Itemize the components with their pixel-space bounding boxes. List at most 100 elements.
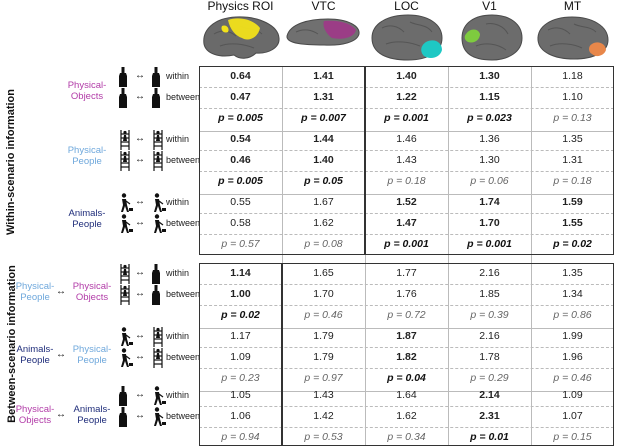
table-cell: p = 0.86 <box>553 309 592 321</box>
table-cell: 1.09 <box>230 351 251 363</box>
group6-right-label: Animals- People <box>73 404 111 426</box>
table-cell: 1.79 <box>313 330 334 342</box>
walker-icon <box>151 386 167 411</box>
row-label-between: between <box>166 352 201 362</box>
row-label-within: within <box>166 390 190 400</box>
group5-left-label: Animals- People <box>16 344 54 366</box>
table-cell: 1.40 <box>396 70 417 82</box>
table-cell: 1.34 <box>562 288 583 300</box>
ladder-icon <box>118 264 132 289</box>
table-cell: p = 0.001 <box>384 112 429 124</box>
table-cell: p = 0.001 <box>467 238 512 250</box>
table-cell: p = 0.13 <box>553 112 592 124</box>
table-cell: p = 0.02 <box>221 309 260 321</box>
col-head-physics-roi: Physics ROI <box>207 0 274 13</box>
table-cell: 1.78 <box>479 351 500 363</box>
ladder-icon <box>151 327 165 352</box>
group-divider <box>199 194 614 195</box>
table-cell: p = 0.08 <box>304 238 343 250</box>
group6-arrow-icon: ↔ <box>56 409 66 420</box>
table-cell: p = 0.34 <box>387 431 426 443</box>
table-cell: 1.87 <box>396 330 417 342</box>
table-cell: 0.58 <box>230 217 251 229</box>
table-cell: 1.67 <box>313 196 334 208</box>
table-cell: 1.59 <box>562 196 583 208</box>
box-between-physics <box>199 263 282 446</box>
row-divider <box>199 427 614 428</box>
double-arrow-icon: ↔ <box>135 351 145 362</box>
table-cell: 1.70 <box>313 288 334 300</box>
table-cell: 1.17 <box>230 330 251 342</box>
bottle-icon <box>151 285 161 310</box>
section-title-within: Within-scenario information <box>5 89 17 235</box>
table-cell: 1.74 <box>479 196 500 208</box>
group2-label: Physical- People <box>67 145 107 167</box>
group3-label: Animals- People <box>68 208 106 230</box>
row-divider <box>199 406 614 407</box>
table-cell: p = 0.15 <box>553 431 592 443</box>
row-label-between: between <box>166 92 201 102</box>
table-cell: p = 0.29 <box>470 372 509 384</box>
table-cell: p = 0.57 <box>221 238 260 250</box>
brain-loc-image <box>371 14 443 61</box>
table-cell: 1.40 <box>313 154 334 166</box>
double-arrow-icon: ↔ <box>135 70 145 81</box>
walker-icon <box>151 193 167 218</box>
table-cell: 1.07 <box>562 410 583 422</box>
row-divider <box>199 284 614 285</box>
brain-mt-image <box>537 16 609 60</box>
double-arrow-icon: ↔ <box>135 133 145 144</box>
table-cell: 1.18 <box>562 70 583 82</box>
table-cell: 1.99 <box>562 330 583 342</box>
group4-right-label: Physical- Objects <box>72 281 112 303</box>
table-cell: 0.54 <box>230 133 251 145</box>
bottle-icon <box>118 386 128 411</box>
col-head-vtc: VTC <box>311 0 336 13</box>
col-head-mt: MT <box>563 0 582 13</box>
ladder-icon <box>151 130 165 155</box>
table-cell: p = 0.01 <box>470 431 509 443</box>
table-cell: p = 0.39 <box>470 309 509 321</box>
table-cell: 1.55 <box>562 217 583 229</box>
table-cell: p = 0.18 <box>553 175 592 187</box>
double-arrow-icon: ↔ <box>135 330 145 341</box>
walker-icon <box>151 407 167 432</box>
table-cell: p = 0.72 <box>387 309 426 321</box>
table-cell: p = 0.18 <box>387 175 426 187</box>
box-within-loc-v1-mt <box>365 66 614 255</box>
table-cell: 0.46 <box>230 154 251 166</box>
row-divider <box>199 234 614 235</box>
table-cell: 1.46 <box>396 133 417 145</box>
table-cell: 1.05 <box>230 389 251 401</box>
row-label-between: between <box>166 218 201 228</box>
table-cell: 1.10 <box>562 91 583 103</box>
box-within-physics-vtc <box>199 66 365 255</box>
table-cell: 0.47 <box>230 91 251 103</box>
table-cell: 2.31 <box>479 410 500 422</box>
walker-icon <box>151 214 167 239</box>
table-cell: p = 0.23 <box>221 372 260 384</box>
table-cell: 0.64 <box>230 70 251 82</box>
table-cell: p = 0.94 <box>221 431 260 443</box>
table-cell: 1.96 <box>562 351 583 363</box>
table-cell: 1.31 <box>562 154 583 166</box>
brain-physics-roi-image <box>203 16 280 59</box>
table-cell: 1.30 <box>479 154 500 166</box>
table-cell: 1.44 <box>313 133 334 145</box>
bottle-icon <box>151 264 161 289</box>
ladder-icon <box>118 151 132 176</box>
group4-arrow-icon: ↔ <box>56 286 66 297</box>
table-cell: 1.79 <box>313 351 334 363</box>
group5-right-label: Physical- People <box>72 344 112 366</box>
row-label-between: between <box>166 155 201 165</box>
row-label-between: between <box>166 289 201 299</box>
row-divider <box>199 213 614 214</box>
row-label-within: within <box>166 71 190 81</box>
group-divider <box>199 328 614 329</box>
row-label-within: within <box>166 268 190 278</box>
table-cell: 1.41 <box>313 70 334 82</box>
group6-left-label: Physical- Objects <box>15 404 55 426</box>
row-divider <box>199 108 614 109</box>
double-arrow-icon: ↔ <box>135 288 145 299</box>
table-cell: 1.42 <box>313 410 334 422</box>
